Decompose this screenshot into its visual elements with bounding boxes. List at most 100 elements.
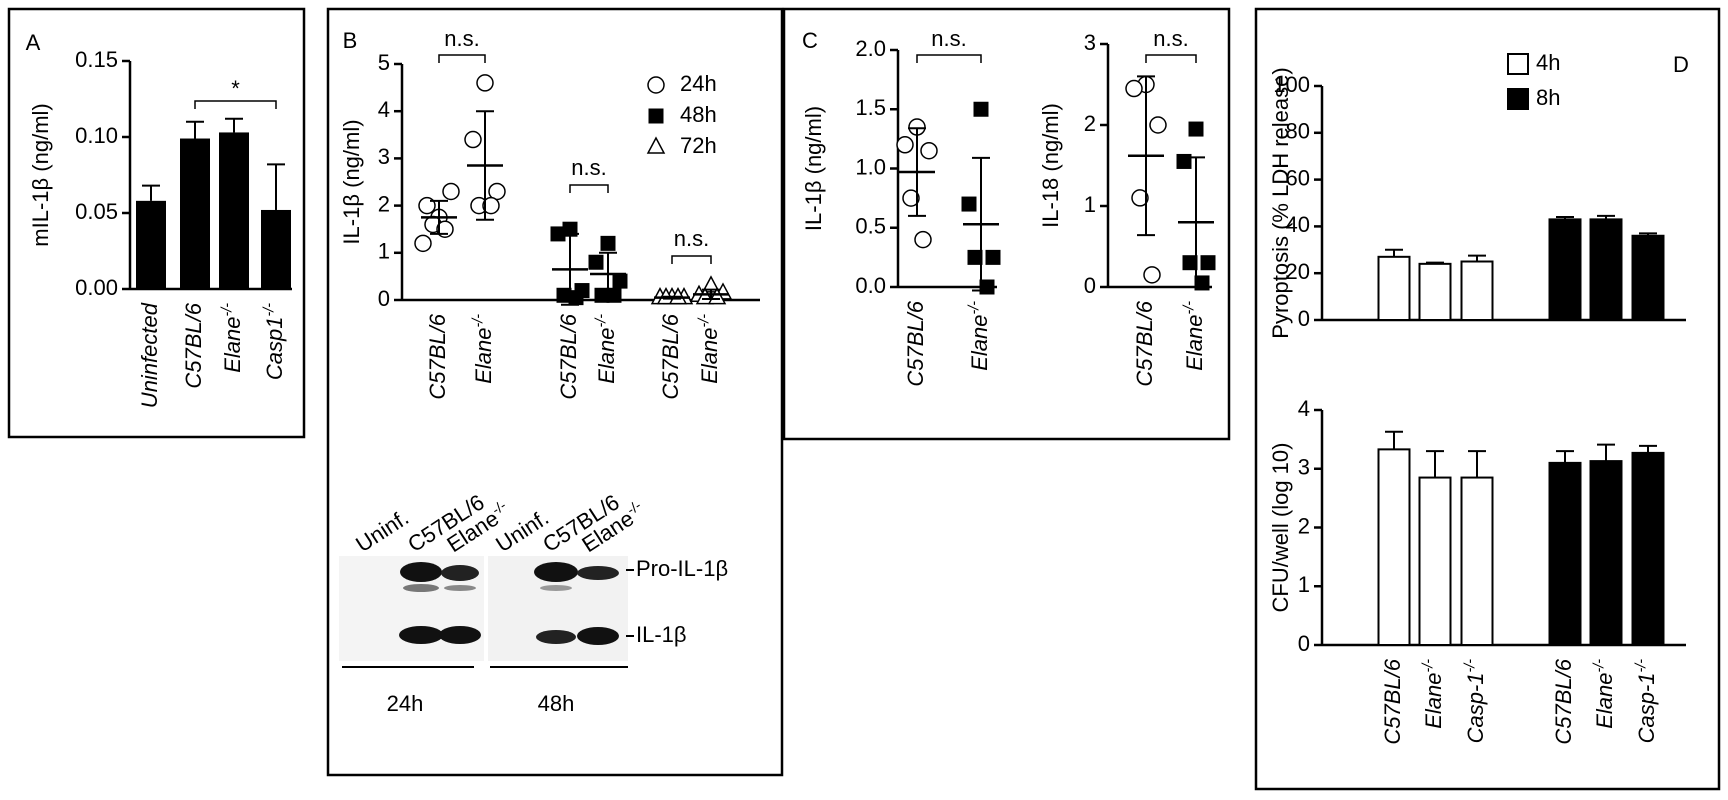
bar xyxy=(1460,260,1494,321)
blot-band xyxy=(536,630,576,644)
significance-bracket xyxy=(438,54,486,63)
annotation: n.s. xyxy=(931,26,966,51)
y-tick-label: 1.5 xyxy=(855,95,886,120)
panel-letter: B xyxy=(343,28,358,53)
data-point xyxy=(1176,153,1192,169)
data-point xyxy=(600,235,616,251)
bar xyxy=(1589,460,1623,646)
y-tick-label: 1 xyxy=(378,239,390,264)
blot-band xyxy=(577,627,619,645)
data-point xyxy=(568,290,584,306)
blot-band xyxy=(400,562,442,582)
timepoint-label: 24h xyxy=(387,691,424,716)
blot-band xyxy=(399,626,443,644)
panel-a-frame xyxy=(7,7,306,439)
data-point xyxy=(464,130,482,149)
superscript: -/- xyxy=(219,303,235,317)
legend-label: 72h xyxy=(680,133,717,158)
band-label: IL-1β xyxy=(636,622,687,647)
label-text: Elane xyxy=(471,328,496,384)
y-axis-label: mIL-1β (ng/ml) xyxy=(28,103,53,246)
blot-band xyxy=(441,565,479,581)
y-axis-label: Pyroptosis (% LDH release) xyxy=(1268,67,1293,338)
x-tick-label: C57BL/6 xyxy=(1551,658,1576,744)
superscript: -/- xyxy=(261,303,277,317)
data-point xyxy=(1182,255,1198,271)
y-tick-label: 3 xyxy=(378,144,390,169)
significance-bracket xyxy=(569,184,609,193)
y-axis-label: CFU/well (log 10) xyxy=(1268,443,1293,613)
x-tick-label: Elane-/- xyxy=(696,314,721,384)
data-point xyxy=(985,249,1001,265)
bar xyxy=(1589,218,1623,322)
data-point xyxy=(920,141,938,160)
y-tick-label: 0 xyxy=(378,286,390,311)
bar xyxy=(1548,461,1582,646)
superscript: -/- xyxy=(1462,659,1478,673)
y-tick-label: 2 xyxy=(1298,513,1310,538)
data-point xyxy=(896,136,914,154)
y-tick-label: 3 xyxy=(1298,455,1310,480)
lane-label: Uninf. xyxy=(351,505,413,557)
panel-letter: C xyxy=(802,28,818,53)
label-text: Elane xyxy=(1421,673,1446,729)
significance-bracket xyxy=(916,54,982,63)
data-point xyxy=(482,196,500,215)
y-tick-label: 20 xyxy=(1286,259,1310,284)
bar xyxy=(1631,234,1665,321)
x-tick-label: Elane-/- xyxy=(470,314,495,384)
bar xyxy=(1460,476,1494,646)
data-point xyxy=(914,230,932,249)
bar xyxy=(1377,448,1411,646)
y-tick-label: 0.0 xyxy=(855,273,886,298)
y-tick-label: 1.0 xyxy=(855,154,886,179)
legend-label: 24h xyxy=(680,71,717,96)
y-axis-label: IL-18 (ng/ml) xyxy=(1038,103,1063,228)
x-tick-label: Elane-/- xyxy=(966,301,991,371)
significance-bracket xyxy=(1145,54,1197,63)
label-text: Casp-1 xyxy=(1634,673,1659,744)
data-point xyxy=(1149,116,1167,134)
timepoint-label: 48h xyxy=(538,691,575,716)
significance-bracket xyxy=(671,255,712,264)
y-tick-label: 4 xyxy=(378,97,390,122)
bar xyxy=(1418,262,1452,321)
data-point xyxy=(1131,189,1149,207)
superscript: -/- xyxy=(1633,659,1649,673)
blot-band xyxy=(444,585,476,591)
x-tick-label: C57BL/6 xyxy=(1132,300,1157,386)
x-tick-label: Elane-/- xyxy=(593,314,618,384)
annotation: n.s. xyxy=(1153,26,1188,51)
x-tick-label: Elane-/- xyxy=(219,303,244,373)
data-point xyxy=(1143,266,1161,284)
legend-label: 8h xyxy=(1536,85,1560,110)
annotation: n.s. xyxy=(674,226,709,251)
y-tick-label: 80 xyxy=(1286,119,1310,144)
x-tick-label: C57BL/6 xyxy=(425,313,450,399)
x-tick-label: C57BL/6 xyxy=(658,313,683,399)
y-tick-label: 2.0 xyxy=(855,36,886,61)
bar xyxy=(136,200,166,289)
y-tick-label: 4 xyxy=(1298,396,1310,421)
legend-swatch xyxy=(1507,88,1529,110)
bar xyxy=(261,209,291,289)
y-tick-label: 60 xyxy=(1286,165,1310,190)
x-tick-label: Casp-1-/- xyxy=(1633,659,1658,744)
superscript: -/- xyxy=(966,301,982,315)
y-tick-label: 3 xyxy=(1084,30,1096,55)
x-tick-label: Casp-1-/- xyxy=(1462,659,1487,744)
label-text: Elane xyxy=(1182,315,1207,371)
superscript: -/- xyxy=(593,314,609,328)
x-tick-label: C57BL/6 xyxy=(556,313,581,399)
significance-bracket xyxy=(194,100,277,109)
data-point xyxy=(646,136,666,154)
y-tick-label: 0 xyxy=(1298,631,1310,656)
superscript: -/- xyxy=(1181,301,1197,315)
x-tick-label: Uninfected xyxy=(137,302,162,408)
data-point xyxy=(588,254,604,270)
data-point xyxy=(647,76,665,94)
panel-letter: D xyxy=(1673,52,1689,77)
x-tick-label: C57BL/6 xyxy=(903,300,928,386)
label-text: Casp1 xyxy=(262,317,287,381)
